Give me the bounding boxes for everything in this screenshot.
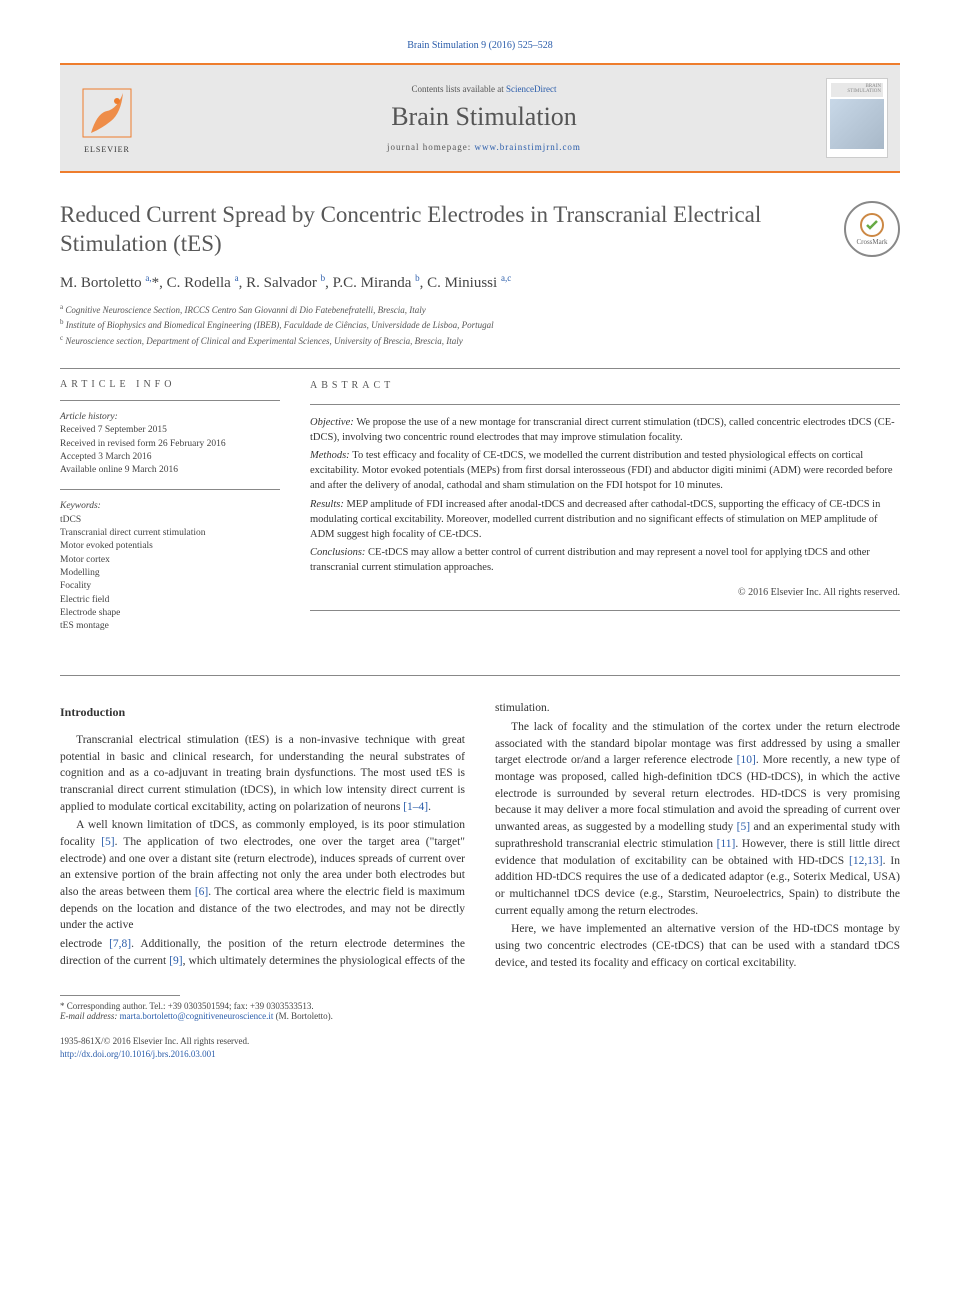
abstract-segment-text: MEP amplitude of FDI increased after ano… — [310, 499, 880, 540]
abstract-segment: Objective: We propose the use of a new m… — [310, 415, 900, 445]
abstract-column: ABSTRACT Objective: We propose the use o… — [310, 379, 900, 645]
corresponding-author-footer: * Corresponding author. Tel.: +39 030350… — [60, 995, 900, 1021]
rule-top — [60, 368, 900, 369]
ref-12-13[interactable]: [12,13] — [849, 855, 883, 867]
email-label: E-mail address: — [60, 1011, 117, 1021]
keyword-line: Modelling — [60, 567, 280, 580]
contents-line: Contents lists available at ScienceDirec… — [142, 84, 826, 94]
ref-10[interactable]: [10] — [737, 754, 756, 766]
doi-link[interactable]: http://dx.doi.org/10.1016/j.brs.2016.03.… — [60, 1049, 216, 1059]
issn-line: 1935-861X/© 2016 Elsevier Inc. All right… — [60, 1035, 900, 1048]
keyword-line: Motor evoked potentials — [60, 540, 280, 553]
copyright-line: © 2016 Elsevier Inc. All rights reserved… — [310, 586, 900, 601]
doi-block: 1935-861X/© 2016 Elsevier Inc. All right… — [60, 1035, 900, 1060]
keyword-line: tES montage — [60, 620, 280, 633]
abstract-segment-label: Methods: — [310, 450, 352, 461]
article-title: Reduced Current Spread by Concentric Ele… — [60, 201, 824, 259]
keyword-line: Transcranial direct current stimulation — [60, 527, 280, 540]
header-citation: Brain Stimulation 9 (2016) 525–528 — [60, 40, 900, 51]
body-p5: Here, we have implemented an alternative… — [495, 921, 900, 971]
body-p1: Transcranial electrical stimulation (tES… — [60, 732, 465, 815]
history-label: Article history: — [60, 411, 280, 424]
journal-name: Brain Stimulation — [142, 102, 826, 132]
abstract-segment-label: Conclusions: — [310, 547, 368, 558]
ref-5b[interactable]: [5] — [737, 821, 750, 833]
journal-cover-thumb: BRAIN STIMULATION — [826, 78, 888, 158]
homepage-link[interactable]: www.brainstimjrnl.com — [475, 142, 581, 152]
history-line: Available online 9 March 2016 — [60, 464, 280, 477]
authors-line: M. Bortoletto a,*, C. Rodella a, R. Salv… — [60, 273, 900, 292]
homepage-line: journal homepage: www.brainstimjrnl.com — [142, 142, 826, 152]
sciencedirect-link[interactable]: ScienceDirect — [506, 84, 556, 94]
abstract-segment: Results: MEP amplitude of FDI increased … — [310, 497, 900, 543]
abstract-segment-label: Objective: — [310, 417, 356, 428]
crossmark-badge[interactable]: CrossMark — [844, 201, 900, 257]
elsevier-logo: ELSEVIER — [72, 73, 142, 163]
history-line: Received in revised form 26 February 201… — [60, 438, 280, 451]
abstract-header: ABSTRACT — [310, 379, 900, 394]
journal-banner: ELSEVIER Contents lists available at Sci… — [60, 63, 900, 173]
abstract-segment-text: To test efficacy and focality of CE-tDCS… — [310, 450, 893, 491]
affiliation-line: a Cognitive Neuroscience Section, IRCCS … — [60, 302, 900, 318]
contents-prefix: Contents lists available at — [412, 84, 506, 94]
ref-1-4[interactable]: [1–4] — [403, 801, 428, 813]
abstract-segment: Methods: To test efficacy and focality o… — [310, 448, 900, 494]
cover-image — [830, 99, 884, 149]
keyword-line: Motor cortex — [60, 554, 280, 567]
ref-11[interactable]: [11] — [717, 838, 736, 850]
body-p4: The lack of focality and the stimulation… — [495, 719, 900, 919]
homepage-prefix: journal homepage: — [387, 142, 474, 152]
corr-email-link[interactable]: marta.bortoletto@cognitiveneuroscience.i… — [120, 1011, 274, 1021]
ref-6[interactable]: [6] — [195, 886, 208, 898]
abstract-segment-label: Results: — [310, 499, 346, 510]
abstract-segment: Conclusions: CE-tDCS may allow a better … — [310, 545, 900, 575]
body-text: Introduction Transcranial electrical sti… — [60, 700, 900, 971]
body-p2: A well known limitation of tDCS, as comm… — [60, 817, 465, 934]
ref-5[interactable]: [5] — [101, 836, 114, 848]
crossmark-label: CrossMark — [856, 238, 887, 246]
elsevier-label: ELSEVIER — [84, 145, 130, 154]
affiliations: a Cognitive Neuroscience Section, IRCCS … — [60, 302, 900, 349]
keyword-line: Electric field — [60, 594, 280, 607]
affiliation-line: b Institute of Biophysics and Biomedical… — [60, 317, 900, 333]
ref-7-8[interactable]: [7,8] — [109, 938, 131, 950]
keywords-label: Keywords: — [60, 500, 280, 513]
history-line: Received 7 September 2015 — [60, 424, 280, 437]
ref-9[interactable]: [9] — [169, 955, 182, 967]
article-info-column: ARTICLE INFO Article history: Received 7… — [60, 379, 280, 645]
keyword-line: tDCS — [60, 514, 280, 527]
email-suffix: (M. Bortoletto). — [276, 1011, 333, 1021]
keyword-line: Electrode shape — [60, 607, 280, 620]
abstract-segment-text: CE-tDCS may allow a better control of cu… — [310, 547, 870, 573]
intro-heading: Introduction — [60, 704, 465, 721]
keyword-line: Focality — [60, 580, 280, 593]
history-line: Accepted 3 March 2016 — [60, 451, 280, 464]
affiliation-line: c Neuroscience section, Department of Cl… — [60, 333, 900, 349]
corr-author-line: * Corresponding author. Tel.: +39 030350… — [60, 1001, 900, 1011]
cover-label: BRAIN STIMULATION — [831, 83, 883, 97]
abstract-segment-text: We propose the use of a new montage for … — [310, 417, 895, 443]
article-info-header: ARTICLE INFO — [60, 379, 280, 390]
